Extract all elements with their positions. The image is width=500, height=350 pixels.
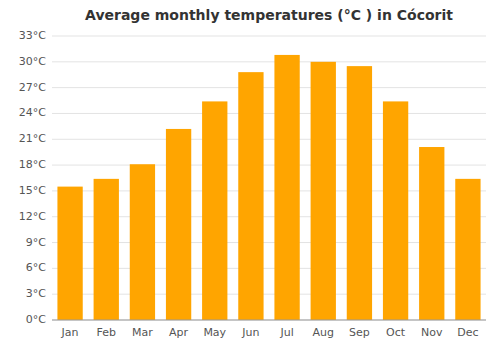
chart-title: Average monthly temperatures (°C ) in Có… <box>85 7 453 23</box>
x-tick-label: Dec <box>457 326 478 339</box>
x-tick-label: Sep <box>349 326 370 339</box>
y-axis: 0°C 3°C 6°C 9°C 12°C 15°C 18°C 21°C 24°C 27°C 30°C… <box>19 29 46 326</box>
x-axis: Jan Feb Mar Apr May Jun Jul Aug Sep Oct Nov Dec <box>61 326 479 339</box>
y-tick-label: 24°C <box>19 106 46 119</box>
y-tick-label: 33°C <box>19 29 46 42</box>
chart-svg: Average monthly temperatures (°C ) in Có… <box>0 0 500 350</box>
bar <box>202 101 227 320</box>
x-tick-label: Mar <box>132 326 153 339</box>
y-tick-label: 3°C <box>26 287 46 300</box>
bar <box>130 164 155 320</box>
grid-line <box>52 36 486 37</box>
bar <box>166 129 191 320</box>
x-axis-line <box>52 320 486 321</box>
bar <box>238 72 263 320</box>
y-tick-label: 12°C <box>19 210 46 223</box>
y-tick-label: 15°C <box>19 184 46 197</box>
bar <box>94 179 119 320</box>
y-tick-label: 21°C <box>19 132 46 145</box>
bars <box>57 55 480 320</box>
bar <box>383 101 408 320</box>
y-tick-label: 30°C <box>19 55 46 68</box>
bar <box>274 55 299 320</box>
grid-line <box>52 87 486 88</box>
grid-line <box>52 139 486 140</box>
y-tick-label: 0°C <box>26 313 46 326</box>
grid-line <box>52 320 486 321</box>
x-tick-label: Jun <box>241 326 259 339</box>
y-tick-label: 27°C <box>19 81 46 94</box>
y-grid <box>52 36 486 320</box>
y-tick-label: 6°C <box>26 261 46 274</box>
bar <box>347 66 372 320</box>
grid-line <box>52 61 486 62</box>
x-tick-label: Oct <box>386 326 406 339</box>
bar <box>419 147 444 320</box>
x-tick-label: Jan <box>61 326 79 339</box>
grid-line <box>52 113 486 114</box>
chart-container: Average monthly temperatures (°C ) in Có… <box>0 0 500 350</box>
x-tick-label: Feb <box>97 326 116 339</box>
y-tick-label: 18°C <box>19 158 46 171</box>
x-tick-label: May <box>203 326 226 339</box>
y-tick-label: 9°C <box>26 236 46 249</box>
x-tick-label: Aug <box>313 326 334 339</box>
x-tick-label: Nov <box>421 326 443 339</box>
bar <box>455 179 480 320</box>
bar <box>311 62 336 320</box>
x-tick-label: Apr <box>169 326 189 339</box>
x-tick-label: Jul <box>279 326 293 339</box>
bar <box>57 187 82 320</box>
